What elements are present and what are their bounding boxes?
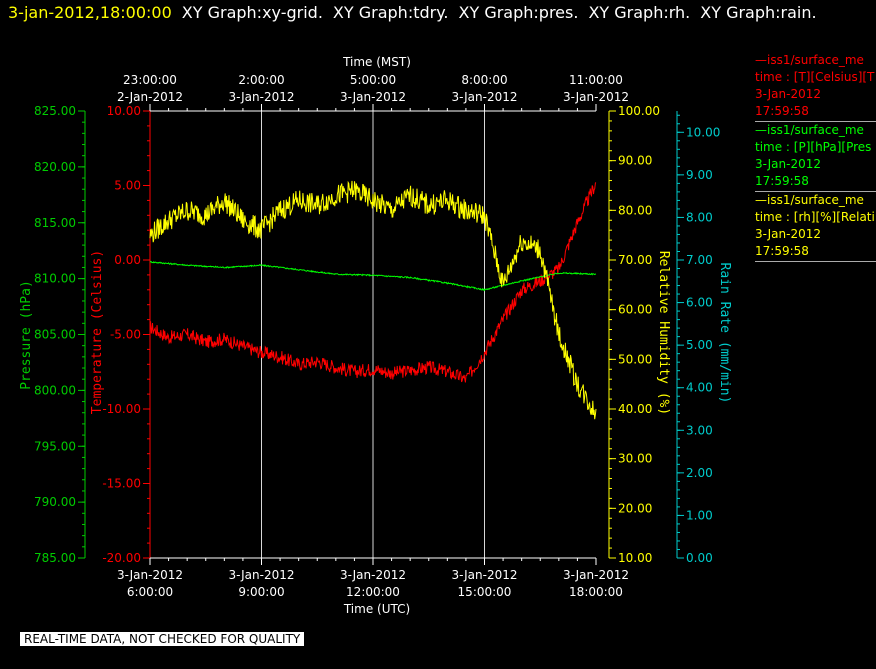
tick-label-temperature: -15.00 xyxy=(102,477,141,491)
x-top-tick-time: 5:00:00 xyxy=(350,73,396,87)
header-title-rain: XY Graph:rain. xyxy=(700,3,817,22)
legend-entry-date: 3-Jan-2012 xyxy=(755,157,821,171)
axis-title-pressure: Pressure (hPa) xyxy=(19,280,34,390)
tick-label-pressure: 790.00 xyxy=(34,495,76,509)
legend-entry-line: —iss1/surface_me xyxy=(755,123,864,137)
tick-label-rain: 6.00 xyxy=(686,296,713,310)
tick-label-rain: 4.00 xyxy=(686,381,713,395)
legend-entry-info: time : [rh][%][Relati xyxy=(755,210,875,224)
x-bottom-tick-time: 12:00:00 xyxy=(346,585,400,599)
tick-label-temperature: 0.00 xyxy=(114,253,141,267)
tick-label-rain: 3.00 xyxy=(686,423,713,437)
header-title-tdry: XY Graph:tdry. xyxy=(332,3,449,22)
x-bottom-tick-date: 3-Jan-2012 xyxy=(452,568,518,582)
legend-entry-line: —iss1/surface_me xyxy=(755,53,864,67)
x-bottom-tick-time: 6:00:00 xyxy=(127,585,173,599)
x-bottom-tick-time: 18:00:00 xyxy=(569,585,623,599)
tick-label-rain: 5.00 xyxy=(686,338,713,352)
x-top-tick-date: 3-Jan-2012 xyxy=(229,90,295,104)
x-top-axis-title: Time (MST) xyxy=(342,55,411,69)
legend-entry-time: 17:59:58 xyxy=(755,174,809,188)
tick-label-pressure: 815.00 xyxy=(34,216,76,230)
tick-label-rh: 100.00 xyxy=(618,104,660,118)
tick-label-rh: 10.00 xyxy=(618,551,652,565)
tick-label-rh: 60.00 xyxy=(618,303,652,317)
series-line-pressure xyxy=(149,260,597,292)
tick-label-rain: 1.00 xyxy=(686,508,713,522)
x-bottom-tick-time: 9:00:00 xyxy=(238,585,284,599)
axis-title-rh: Relative Humidity (%) xyxy=(656,251,671,415)
x-bottom-tick-date: 3-Jan-2012 xyxy=(117,568,183,582)
tick-label-rain: 9.00 xyxy=(686,168,713,182)
x-bottom-tick-date: 3-Jan-2012 xyxy=(563,568,629,582)
graph-header: 3-jan-2012,18:00:00 XY Graph:xy-grid. XY G… xyxy=(8,3,817,22)
x-top-tick-time: 2:00:00 xyxy=(238,73,284,87)
tick-label-rh: 30.00 xyxy=(618,452,652,466)
axis-title-rain: Rain Rate (mm/min) xyxy=(717,263,732,404)
tick-label-temperature: -20.00 xyxy=(102,551,141,565)
tick-label-pressure: 820.00 xyxy=(34,160,76,174)
header-title-rh: XY Graph:rh. xyxy=(588,3,691,22)
tick-label-pressure: 810.00 xyxy=(34,272,76,286)
series-line-rh xyxy=(149,180,597,420)
quality-disclaimer: REAL-TIME DATA, NOT CHECKED FOR QUALITY xyxy=(20,632,305,646)
axis-title-temperature: Temperature (Celsius) xyxy=(90,250,105,414)
tick-label-rh: 50.00 xyxy=(618,352,652,366)
tick-label-temperature: 5.00 xyxy=(114,179,141,193)
header-title-grid: XY Graph:xy-grid. xyxy=(181,3,323,22)
tick-label-rh: 70.00 xyxy=(618,253,652,267)
legend-entry-date: 3-Jan-2012 xyxy=(755,87,821,101)
tick-label-rain: 0.00 xyxy=(686,551,713,565)
tick-label-rh: 40.00 xyxy=(618,402,652,416)
tick-label-pressure: 805.00 xyxy=(34,328,76,342)
tick-label-temperature: 10.00 xyxy=(107,104,141,118)
legend-entry-time: 17:59:58 xyxy=(755,244,809,258)
legend: —iss1/surface_me time : [T][Celsius][T 3-J… xyxy=(755,52,876,262)
tick-label-pressure: 800.00 xyxy=(34,383,76,397)
legend-entry-date: 3-Jan-2012 xyxy=(755,227,821,241)
x-top-tick-date: 3-Jan-2012 xyxy=(452,90,518,104)
legend-entry-time: 17:59:58 xyxy=(755,104,809,118)
tick-label-rh: 20.00 xyxy=(618,501,652,515)
tick-label-temperature: -5.00 xyxy=(110,328,141,342)
x-top-tick-date: 3-Jan-2012 xyxy=(340,90,406,104)
series-line-temperature xyxy=(150,182,597,383)
tick-label-rh: 90.00 xyxy=(618,154,652,168)
header-title-pres: XY Graph:pres. xyxy=(458,3,579,22)
x-bottom-tick-date: 3-Jan-2012 xyxy=(229,568,295,582)
tick-label-temperature: -10.00 xyxy=(102,402,141,416)
tick-label-rain: 7.00 xyxy=(686,253,713,267)
x-top-tick-date: 2-Jan-2012 xyxy=(117,90,183,104)
x-bottom-axis-title: Time (UTC) xyxy=(343,602,410,616)
x-bottom-tick-time: 15:00:00 xyxy=(458,585,512,599)
x-top-tick-time: 23:00:00 xyxy=(123,73,177,87)
tick-label-pressure: 825.00 xyxy=(34,104,76,118)
header-datetime: 3-jan-2012,18:00:00 xyxy=(8,3,172,22)
x-top-tick-time: 8:00:00 xyxy=(461,73,507,87)
tick-label-rain: 10.00 xyxy=(686,125,720,139)
tick-label-pressure: 795.00 xyxy=(34,439,76,453)
tick-label-rain: 8.00 xyxy=(686,210,713,224)
x-top-tick-time: 11:00:00 xyxy=(569,73,623,87)
tick-label-rain: 2.00 xyxy=(686,466,713,480)
x-top-tick-date: 3-Jan-2012 xyxy=(563,90,629,104)
tick-label-rh: 80.00 xyxy=(618,203,652,217)
x-bottom-tick-date: 3-Jan-2012 xyxy=(340,568,406,582)
legend-entry-info: time : [T][Celsius][T xyxy=(755,70,875,84)
legend-entry-info: time : [P][hPa][Pres xyxy=(755,140,872,154)
legend-entry-line: —iss1/surface_me xyxy=(755,193,864,207)
tick-label-pressure: 785.00 xyxy=(34,551,76,565)
